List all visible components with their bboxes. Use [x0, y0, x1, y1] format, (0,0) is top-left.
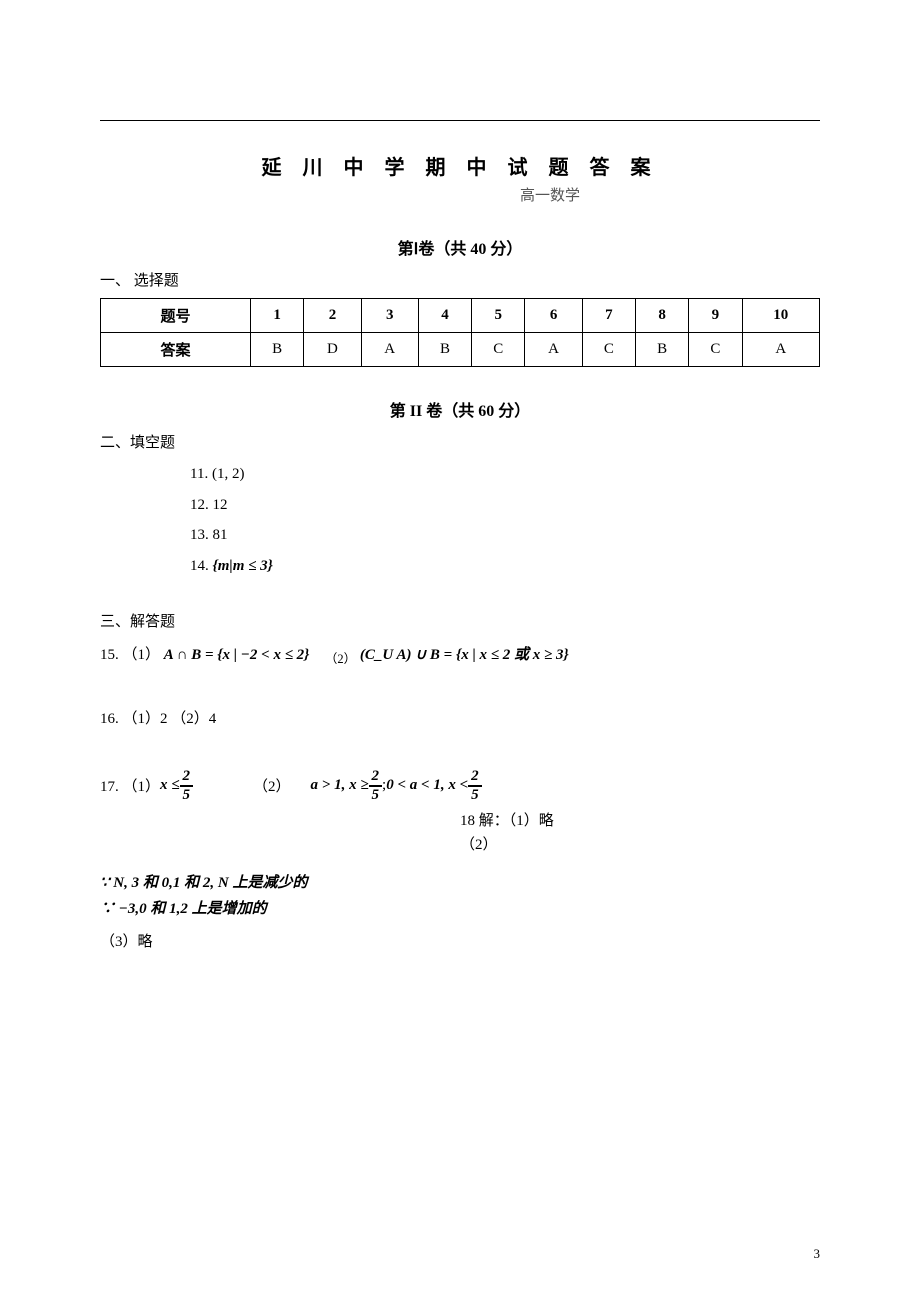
ans-5: C: [472, 333, 525, 367]
q17-frac1-num: 2: [180, 768, 194, 787]
fill-list: 11. (1, 2) 12. 12 13. 81 14. {m|m ≤ 3}: [100, 460, 820, 580]
table-header-row: 题号 1 2 3 4 5 6 7 8 9 10: [101, 299, 820, 333]
q15-part1: A ∩ B = {x | −2 < x ≤ 2}: [164, 647, 310, 663]
fill-val-11: (1, 2): [212, 466, 245, 482]
fill-item-12: 12. 12: [190, 491, 820, 520]
table-answer-row: 答案 B D A B C A C B C A: [101, 333, 820, 367]
ans-3: A: [361, 333, 418, 367]
header-label: 题号: [101, 299, 251, 333]
q17-p2b-l: 0 < a < 1, x <: [386, 777, 468, 794]
col-9: 9: [689, 299, 742, 333]
part1-header: 第Ⅰ卷（共 40 分）: [100, 235, 820, 259]
fill-subsection: 二、填空题: [100, 431, 820, 452]
page-number: 3: [814, 1246, 821, 1262]
col-6: 6: [525, 299, 582, 333]
col-1: 1: [251, 299, 304, 333]
fill-item-11: 11. (1, 2): [190, 460, 820, 489]
col-5: 5: [472, 299, 525, 333]
ans-7: C: [582, 333, 635, 367]
top-rule: [100, 120, 820, 121]
question-17: 17. （1） x ≤ 2 5 （2） a > 1, x ≥ 2 5 ; 0 <…: [100, 768, 820, 803]
q18-line2: （2）: [460, 833, 820, 857]
inc-line: ∵ −3,0 和 1,2 上是增加的: [100, 897, 820, 923]
col-8: 8: [635, 299, 688, 333]
q18-line1: 18 解：（1）略: [460, 809, 820, 833]
part1-subsection: 一、 选择题: [100, 269, 820, 290]
fill-num-11: 11.: [190, 466, 208, 482]
q17-frac1-den: 5: [180, 787, 194, 804]
fill-num-13: 13.: [190, 527, 209, 543]
fill-item-14: 14. {m|m ≤ 3}: [190, 552, 820, 581]
fill-item-13: 13. 81: [190, 521, 820, 550]
q17-frac2a-den: 5: [369, 787, 383, 804]
q17-mid: （2）: [253, 775, 291, 796]
q17-frac1: 2 5: [180, 768, 194, 803]
ans-6: A: [525, 333, 582, 367]
q3-omit: （3）略: [100, 930, 820, 951]
part2-header: 第 II 卷（共 60 分）: [100, 397, 820, 421]
choice-answer-table: 题号 1 2 3 4 5 6 7 8 9 10 答案 B D A B C A C…: [100, 298, 820, 367]
q17-p1-lhs: x ≤: [160, 777, 179, 794]
q17-frac2b-num: 2: [468, 768, 482, 787]
q17-frac2a: 2 5: [369, 768, 383, 803]
title-main: 延 川 中 学 期 中 试 题 答 案: [262, 157, 659, 179]
q17-prefix: 17. （1）: [100, 775, 160, 796]
q17-p2a-l: a > 1, x ≥: [311, 777, 369, 794]
ans-10: A: [742, 333, 819, 367]
answer-subsection: 三、解答题: [100, 610, 820, 631]
fill-num-12: 12.: [190, 497, 209, 513]
fill-val-12: 12: [213, 497, 228, 513]
q15-mid: （2）: [325, 652, 356, 666]
ans-2: D: [304, 333, 361, 367]
ans-1: B: [251, 333, 304, 367]
q17-frac2b: 2 5: [468, 768, 482, 803]
col-4: 4: [418, 299, 471, 333]
fill-14-inner: m|m ≤ 3: [218, 558, 268, 574]
fill-val-13: 81: [213, 527, 228, 543]
q15-prefix: 15. （1）: [100, 647, 160, 663]
q17-frac2b-den: 5: [468, 787, 482, 804]
monotonic-block: ∵ N, 3 和 0,1 和 2, N 上是减少的 ∵ −3,0 和 1,2 上…: [100, 871, 820, 922]
question-18: 18 解：（1）略 （2）: [100, 809, 820, 857]
title-sub-wrap: 高一数学: [100, 184, 820, 205]
fill-val-14: {m|m ≤ 3}: [213, 558, 273, 574]
fill-num-14: 14.: [190, 558, 209, 574]
col-3: 3: [361, 299, 418, 333]
answer-label: 答案: [101, 333, 251, 367]
q17-frac2a-num: 2: [369, 768, 383, 787]
col-10: 10: [742, 299, 819, 333]
title-main-wrap: 延 川 中 学 期 中 试 题 答 案: [100, 151, 820, 180]
dec-line: ∵ N, 3 和 0,1 和 2, N 上是减少的: [100, 871, 820, 897]
col-7: 7: [582, 299, 635, 333]
title-sub: 高一数学: [340, 188, 580, 204]
ans-9: C: [689, 333, 742, 367]
question-15: 15. （1） A ∩ B = {x | −2 < x ≤ 2} （2） (C_…: [100, 643, 820, 667]
col-2: 2: [304, 299, 361, 333]
ans-8: B: [635, 333, 688, 367]
question-16: 16. （1）2 （2）4: [100, 707, 820, 728]
ans-4: B: [418, 333, 471, 367]
q15-part2: (C_U A) ∪ B = {x | x ≤ 2 或 x ≥ 3}: [360, 647, 569, 663]
